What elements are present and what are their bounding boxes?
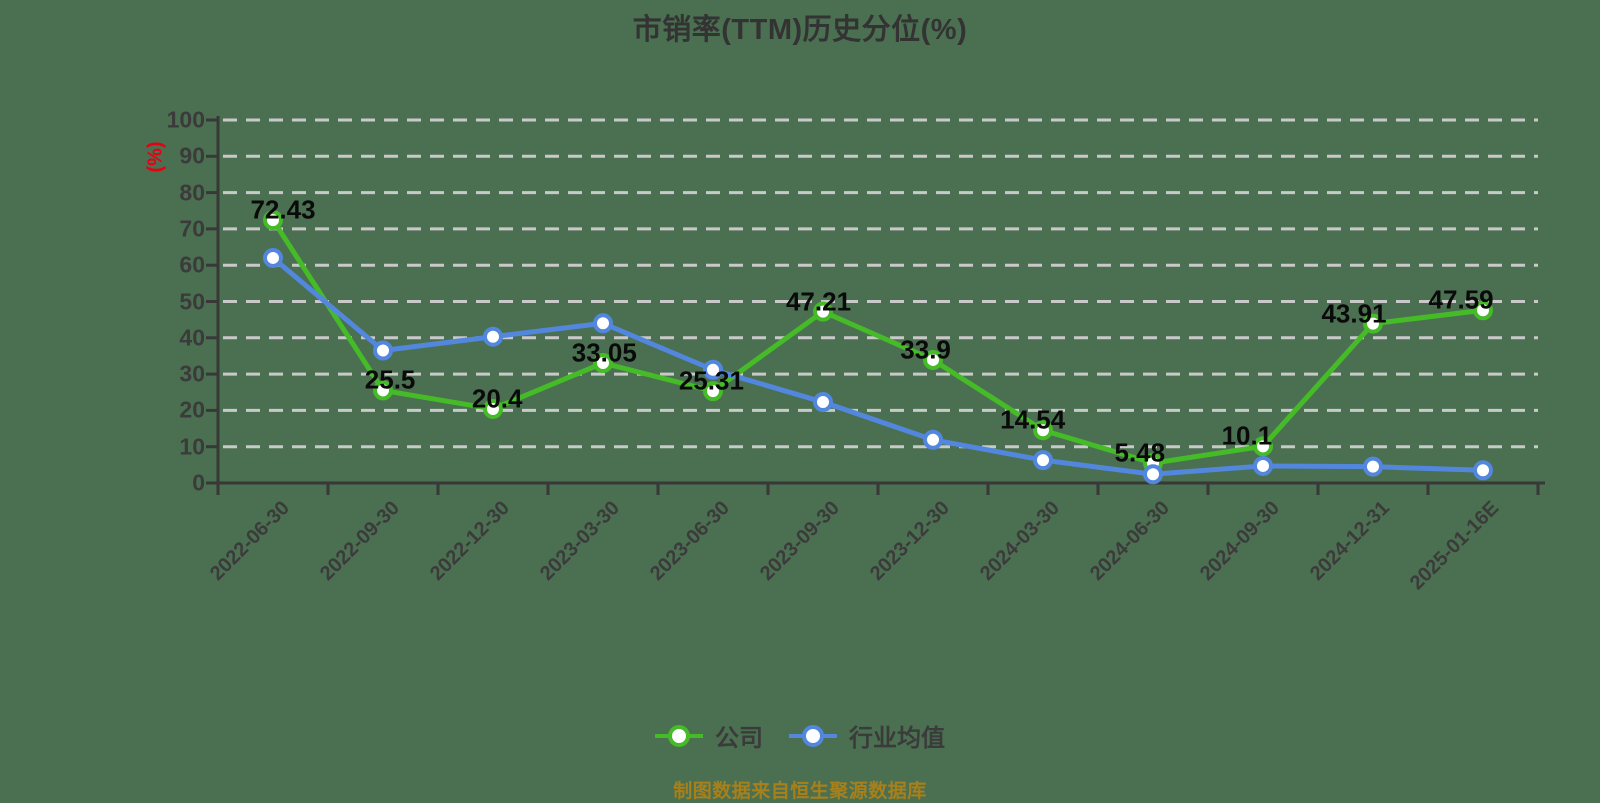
y-axis-tick-label: 70 xyxy=(179,215,205,242)
y-axis-tick-label: 50 xyxy=(179,288,205,314)
y-axis-tick-label: 20 xyxy=(179,396,205,423)
data-point-marker[interactable] xyxy=(483,398,503,419)
data-point-value-label: 43.91 xyxy=(1321,298,1387,329)
data-point-marker[interactable] xyxy=(263,210,283,231)
data-point-value-label: 33.9 xyxy=(900,334,951,365)
data-point-marker[interactable] xyxy=(483,326,503,347)
data-point-value-label: 25.31 xyxy=(678,365,744,396)
series-line-公司 xyxy=(270,217,1486,466)
y-axis-tick-label: 90 xyxy=(179,142,205,169)
data-point-value-label: 25.5 xyxy=(364,364,416,395)
data-point-value-label: 14.54 xyxy=(1000,404,1066,435)
data-point-value-label: 10.1 xyxy=(1221,420,1273,451)
data-point-marker[interactable] xyxy=(1033,450,1053,471)
data-point-value-label: 33.05 xyxy=(571,337,637,368)
y-axis-tick-label: 80 xyxy=(179,179,205,206)
series-line-行业均值 xyxy=(270,255,1486,477)
data-point-marker[interactable] xyxy=(1143,464,1163,485)
chart-title: 市销率(TTM)历史分位(%) xyxy=(632,14,968,46)
y-axis-tick-label: 40 xyxy=(179,324,205,351)
y-axis-tick-label: 100 xyxy=(166,106,205,133)
legend-label-industry-average: 行业均值 xyxy=(849,725,945,752)
data-point-value-label: 47.59 xyxy=(1428,284,1494,315)
data-point-marker[interactable] xyxy=(373,380,393,401)
data-point-marker[interactable] xyxy=(1473,300,1493,321)
data-point-value-label: 47.21 xyxy=(785,286,852,317)
y-axis-tick-label: 60 xyxy=(179,251,205,278)
legend-label-company: 公司 xyxy=(715,725,763,752)
line-marker-icon xyxy=(789,724,837,747)
data-point-marker[interactable] xyxy=(703,359,723,380)
data-point-marker[interactable] xyxy=(1253,455,1273,476)
data-point-value-label: 20.4 xyxy=(471,383,523,414)
line-marker-icon xyxy=(655,724,703,747)
legend-item-industry-average[interactable]: 行业均值 xyxy=(789,718,945,753)
data-point-marker[interactable] xyxy=(1253,436,1273,457)
data-point-marker[interactable] xyxy=(373,340,393,361)
data-point-value-label: 72.43 xyxy=(250,194,316,225)
data-point-marker[interactable] xyxy=(1033,420,1053,441)
data-point-marker[interactable] xyxy=(923,349,943,370)
data-point-marker[interactable] xyxy=(593,313,613,334)
data-point-marker[interactable] xyxy=(1363,313,1383,334)
data-point-marker[interactable] xyxy=(263,247,283,268)
data-point-marker[interactable] xyxy=(703,381,723,402)
data-point-marker[interactable] xyxy=(813,392,833,413)
legend-item-company[interactable]: 公司 xyxy=(655,718,763,753)
data-point-marker[interactable] xyxy=(1363,456,1383,477)
data-point-marker[interactable] xyxy=(1473,460,1493,481)
data-point-marker[interactable] xyxy=(593,353,613,374)
data-source-note: 制图数据来自恒生聚源数据库 xyxy=(673,781,927,802)
y-axis-tick-label: 30 xyxy=(179,360,205,387)
data-point-marker[interactable] xyxy=(813,301,833,322)
y-axis-tick-label: 0 xyxy=(192,469,205,496)
data-point-marker[interactable] xyxy=(923,429,943,450)
legend: 公司 行业均值 xyxy=(0,718,1600,753)
y-axis-tick-label: 10 xyxy=(179,433,205,460)
data-point-value-label: 5.48 xyxy=(1114,437,1166,468)
